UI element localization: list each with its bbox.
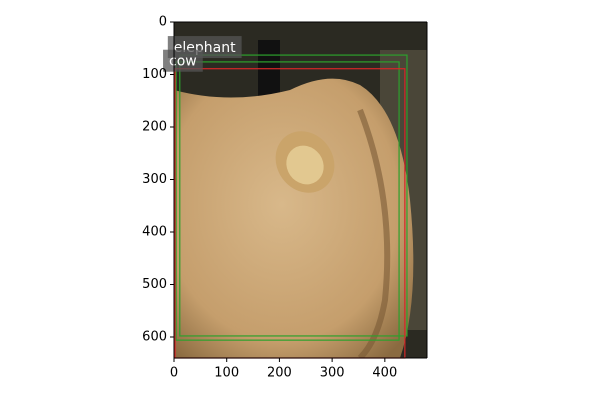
bounding-box xyxy=(179,54,408,337)
y-tick-label: 400 xyxy=(142,225,167,240)
x-tick-label: 200 xyxy=(267,366,292,381)
bounding-box xyxy=(175,61,400,341)
y-tick-label: 100 xyxy=(142,67,167,82)
x-tick-label: 400 xyxy=(372,366,397,381)
x-tick-label: 0 xyxy=(170,366,178,381)
y-tick-label: 200 xyxy=(142,120,167,135)
x-tick-label: 300 xyxy=(320,366,345,381)
y-tick-label: 300 xyxy=(142,172,167,187)
box-label: cow xyxy=(169,54,197,70)
label-background xyxy=(163,49,203,72)
y-tick-label: 500 xyxy=(142,277,167,292)
y-tick-label: 0 xyxy=(159,15,167,30)
y-tick-label: 600 xyxy=(142,330,167,345)
x-tick-label: 100 xyxy=(214,366,239,381)
photo xyxy=(174,22,427,358)
